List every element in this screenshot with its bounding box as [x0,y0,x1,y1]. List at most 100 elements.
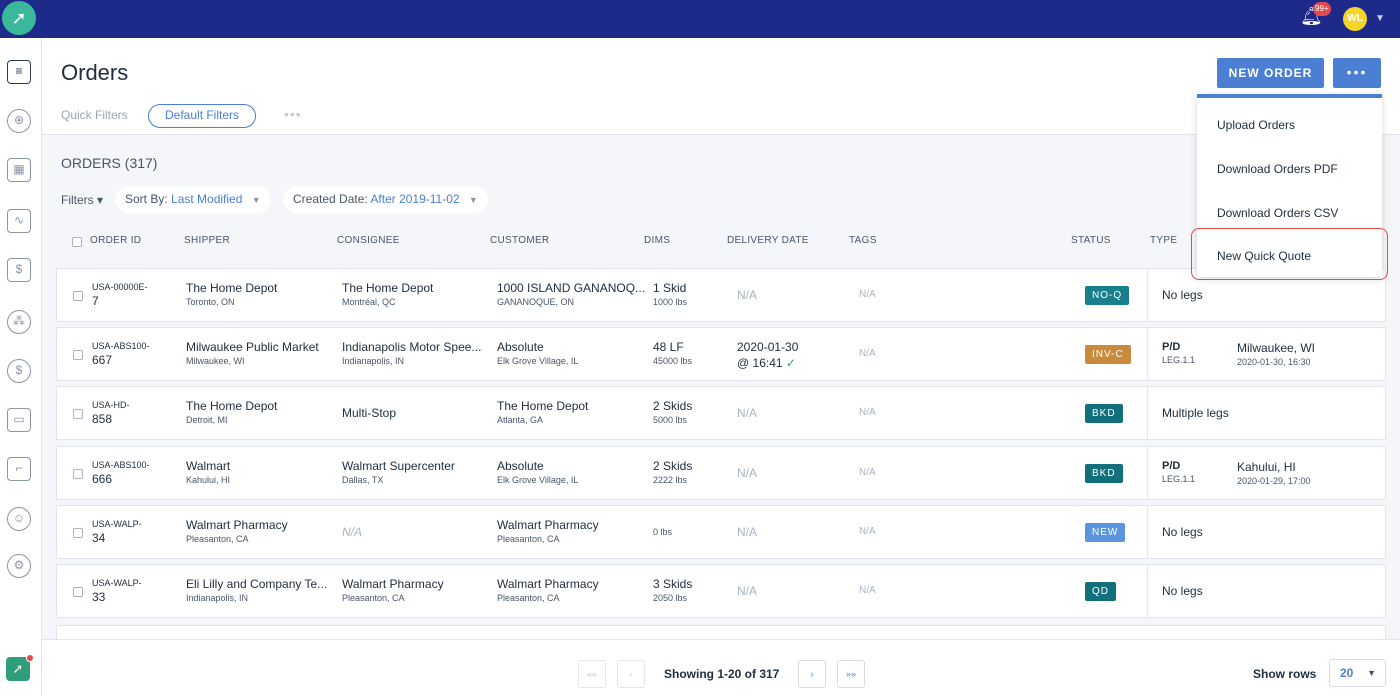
settings-gear-icon[interactable]: ⚙ [7,554,31,578]
calendar-icon[interactable]: ▦ [7,158,31,182]
dims: 48 LF [653,340,684,354]
chevron-down-icon: ▼ [468,195,478,205]
dims: 3 Skids [653,577,693,591]
menu-item-download-pdf[interactable]: Download Orders PDF [1217,162,1338,176]
column-header-tags[interactable]: TAGS [849,235,877,246]
column-header-delivery-date[interactable]: DELIVERY DATE [727,235,809,246]
tags: N/A [859,348,876,359]
filters-dropdown[interactable]: Filters ▾ [61,193,104,207]
top-bar: ➚ 🔔︎ 99+ WL ▼ [0,0,1400,38]
shipper-name: Milwaukee Public Market [186,340,319,354]
delivery-date: 2020-01-30 [737,340,799,354]
type-main: P/D [1162,460,1181,472]
customer-name: 1000 ISLAND GANANOQ... [497,281,646,295]
table-row[interactable]: USA-00000E- 7 The Home Depot Toronto, ON The… [56,268,1386,322]
row-checkbox[interactable] [73,587,83,597]
order-id-number[interactable]: 34 [92,531,106,545]
menu-item-new-quick-quote[interactable]: New Quick Quote [1217,249,1312,263]
new-order-button[interactable]: NEW ORDER [1217,58,1324,88]
status-badge: NEW [1085,523,1126,542]
column-header-dims[interactable]: DIMS [644,235,671,246]
order-id-number[interactable]: 858 [92,412,113,426]
order-id-prefix[interactable]: USA-WALP- [92,578,142,588]
customer-name: Absolute [497,459,544,473]
last-page-button[interactable]: »» [837,660,865,688]
globe-dollar-icon[interactable]: $ [7,359,31,383]
type-main: P/D [1162,341,1181,353]
row-checkbox[interactable] [73,469,83,479]
weight: 2050 lbs [653,593,688,603]
menu-item-download-csv[interactable]: Download Orders CSV [1217,206,1339,220]
invoice-icon[interactable]: $ [7,258,31,282]
users-icon[interactable]: ☺ [7,507,31,531]
table-row[interactable]: USA-ABS100- 666 Walmart Kahului, HI Walmart … [56,446,1386,500]
order-id-prefix[interactable]: USA-ABS100- [92,460,150,470]
quick-filters-more-icon[interactable]: ••• [284,106,302,122]
table-row-partial [56,625,1386,639]
consignee-name: Walmart Supercenter [342,459,455,473]
shipper-name: Walmart Pharmacy [186,518,288,532]
previous-page-button[interactable]: ‹ [617,660,645,688]
network-icon[interactable]: ⁂ [7,310,31,334]
shipper-location: Kahului, HI [186,475,231,485]
type-divider [1147,565,1148,617]
column-header-order-id[interactable]: ORDER ID [90,235,142,246]
rows-per-page-select[interactable]: 20 ▼ [1329,659,1386,687]
user-avatar[interactable]: WL [1343,7,1367,31]
row-checkbox[interactable] [73,409,83,419]
pagination-footer: «« ‹ Showing 1-20 of 317 › »» Show rows … [42,639,1400,696]
consignee-location: Montréal, QC [342,297,396,307]
truck-icon[interactable]: ▭ [7,408,31,432]
row-checkbox[interactable] [73,291,83,301]
rocket-app-icon[interactable]: ➚ [6,657,30,681]
default-filters-chip[interactable]: Default Filters [148,104,257,128]
weight: 5000 lbs [653,415,688,425]
column-header-customer[interactable]: CUSTOMER [490,235,550,246]
status-badge: INV-C [1085,345,1131,364]
order-id-prefix[interactable]: USA-HD- [92,400,130,410]
customer-name: The Home Depot [497,399,589,413]
column-header-type[interactable]: TYPE [1150,235,1178,246]
consignee-location: Pleasanton, CA [342,593,405,603]
column-header-consignee[interactable]: CONSIGNEE [337,235,400,246]
order-id-number[interactable]: 7 [92,294,99,308]
customer-location: GANANOQUE, ON [497,297,575,307]
order-id-number[interactable]: 666 [92,472,113,486]
order-id-prefix[interactable]: USA-00000E- [92,282,148,292]
type-divider [1147,328,1148,380]
order-id-number[interactable]: 667 [92,353,113,367]
table-row[interactable]: USA-WALP- 34 Walmart Pharmacy Pleasanton, C… [56,505,1386,559]
table-row[interactable]: USA-HD- 858 The Home Depot Detroit, MI Multi… [56,386,1386,440]
weight: 2222 lbs [653,475,688,485]
next-page-button[interactable]: › [798,660,826,688]
quick-filters-label: Quick Filters [61,108,128,122]
table-row[interactable]: USA-ABS100- 667 Milwaukee Public Market Mil… [56,327,1386,381]
column-header-status[interactable]: STATUS [1071,235,1111,246]
row-checkbox[interactable] [73,350,83,360]
chart-icon[interactable]: ∿ [7,209,31,233]
customer-name: Absolute [497,340,544,354]
shipper-location: Toronto, ON [186,297,235,307]
shipper-location: Milwaukee, WI [186,356,245,366]
select-all-checkbox[interactable] [72,237,82,247]
menu-item-upload-orders[interactable]: Upload Orders [1217,118,1296,132]
created-date-select[interactable]: Created Date: After 2019-11-02 ▼ [283,186,488,213]
rocket-logo-icon[interactable]: ➚ [2,1,36,35]
sort-by-select[interactable]: Sort By: Last Modified ▼ [115,186,271,213]
weight: 45000 lbs [653,356,693,366]
table-row[interactable]: USA-WALP- 33 Eli Lilly and Company Te... In… [56,564,1386,618]
delivery-date: N/A [737,406,758,420]
forklift-icon[interactable]: ⌐ [7,457,31,481]
more-actions-button[interactable]: ••• [1333,58,1381,88]
order-id-prefix[interactable]: USA-ABS100- [92,341,150,351]
delivery-date: N/A [737,466,758,480]
chevron-down-icon[interactable]: ▼ [1375,13,1385,24]
column-header-shipper[interactable]: SHIPPER [184,235,231,246]
order-id-number[interactable]: 33 [92,590,106,604]
order-id-prefix[interactable]: USA-WALP- [92,519,142,529]
row-checkbox[interactable] [73,528,83,538]
weight: 0 lbs [653,527,673,537]
first-page-button[interactable]: «« [578,660,606,688]
globe-icon[interactable]: ⊕ [7,109,31,133]
orders-clipboard-icon[interactable]: ≡ [7,60,31,84]
